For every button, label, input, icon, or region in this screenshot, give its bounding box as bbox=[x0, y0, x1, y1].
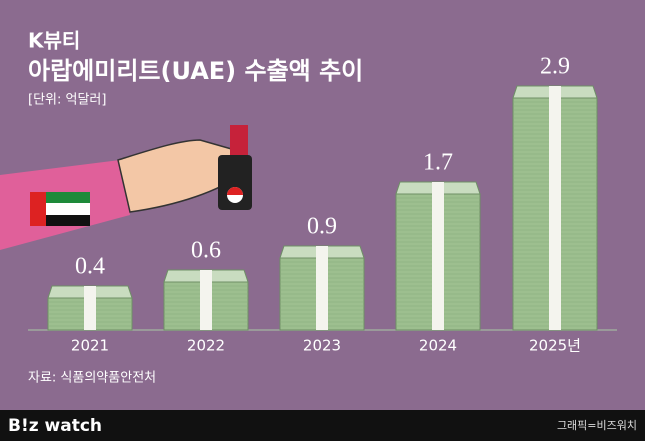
strap bbox=[316, 246, 328, 330]
x-tick-label: 2025년 bbox=[529, 337, 581, 355]
chart-title: K뷰티 bbox=[28, 29, 80, 53]
x-tick-label: 2021 bbox=[71, 337, 109, 355]
illustration bbox=[0, 125, 252, 250]
strap bbox=[84, 286, 96, 330]
value-label: 0.6 bbox=[191, 238, 221, 264]
value-label: 0.9 bbox=[307, 214, 337, 240]
strap bbox=[200, 270, 212, 330]
value-label: 2.9 bbox=[540, 54, 570, 80]
x-tick-label: 2022 bbox=[187, 337, 225, 355]
source: 자료: 식품의약품안전처 bbox=[28, 371, 156, 386]
unit-label: [단위: 억달러] bbox=[28, 93, 106, 108]
chart-subtitle: 아랍에미리트(UAE) 수출액 추이 bbox=[28, 57, 363, 85]
strap bbox=[432, 182, 444, 330]
x-tick-label: 2024 bbox=[419, 337, 457, 355]
logo: B!z watch bbox=[8, 416, 102, 436]
value-label: 1.7 bbox=[423, 150, 453, 176]
footer-bar bbox=[0, 410, 645, 441]
strap bbox=[549, 86, 561, 330]
x-tick-label: 2023 bbox=[303, 337, 341, 355]
value-label: 0.4 bbox=[75, 254, 105, 280]
credit: 그래픽=비즈워치 bbox=[557, 419, 637, 432]
